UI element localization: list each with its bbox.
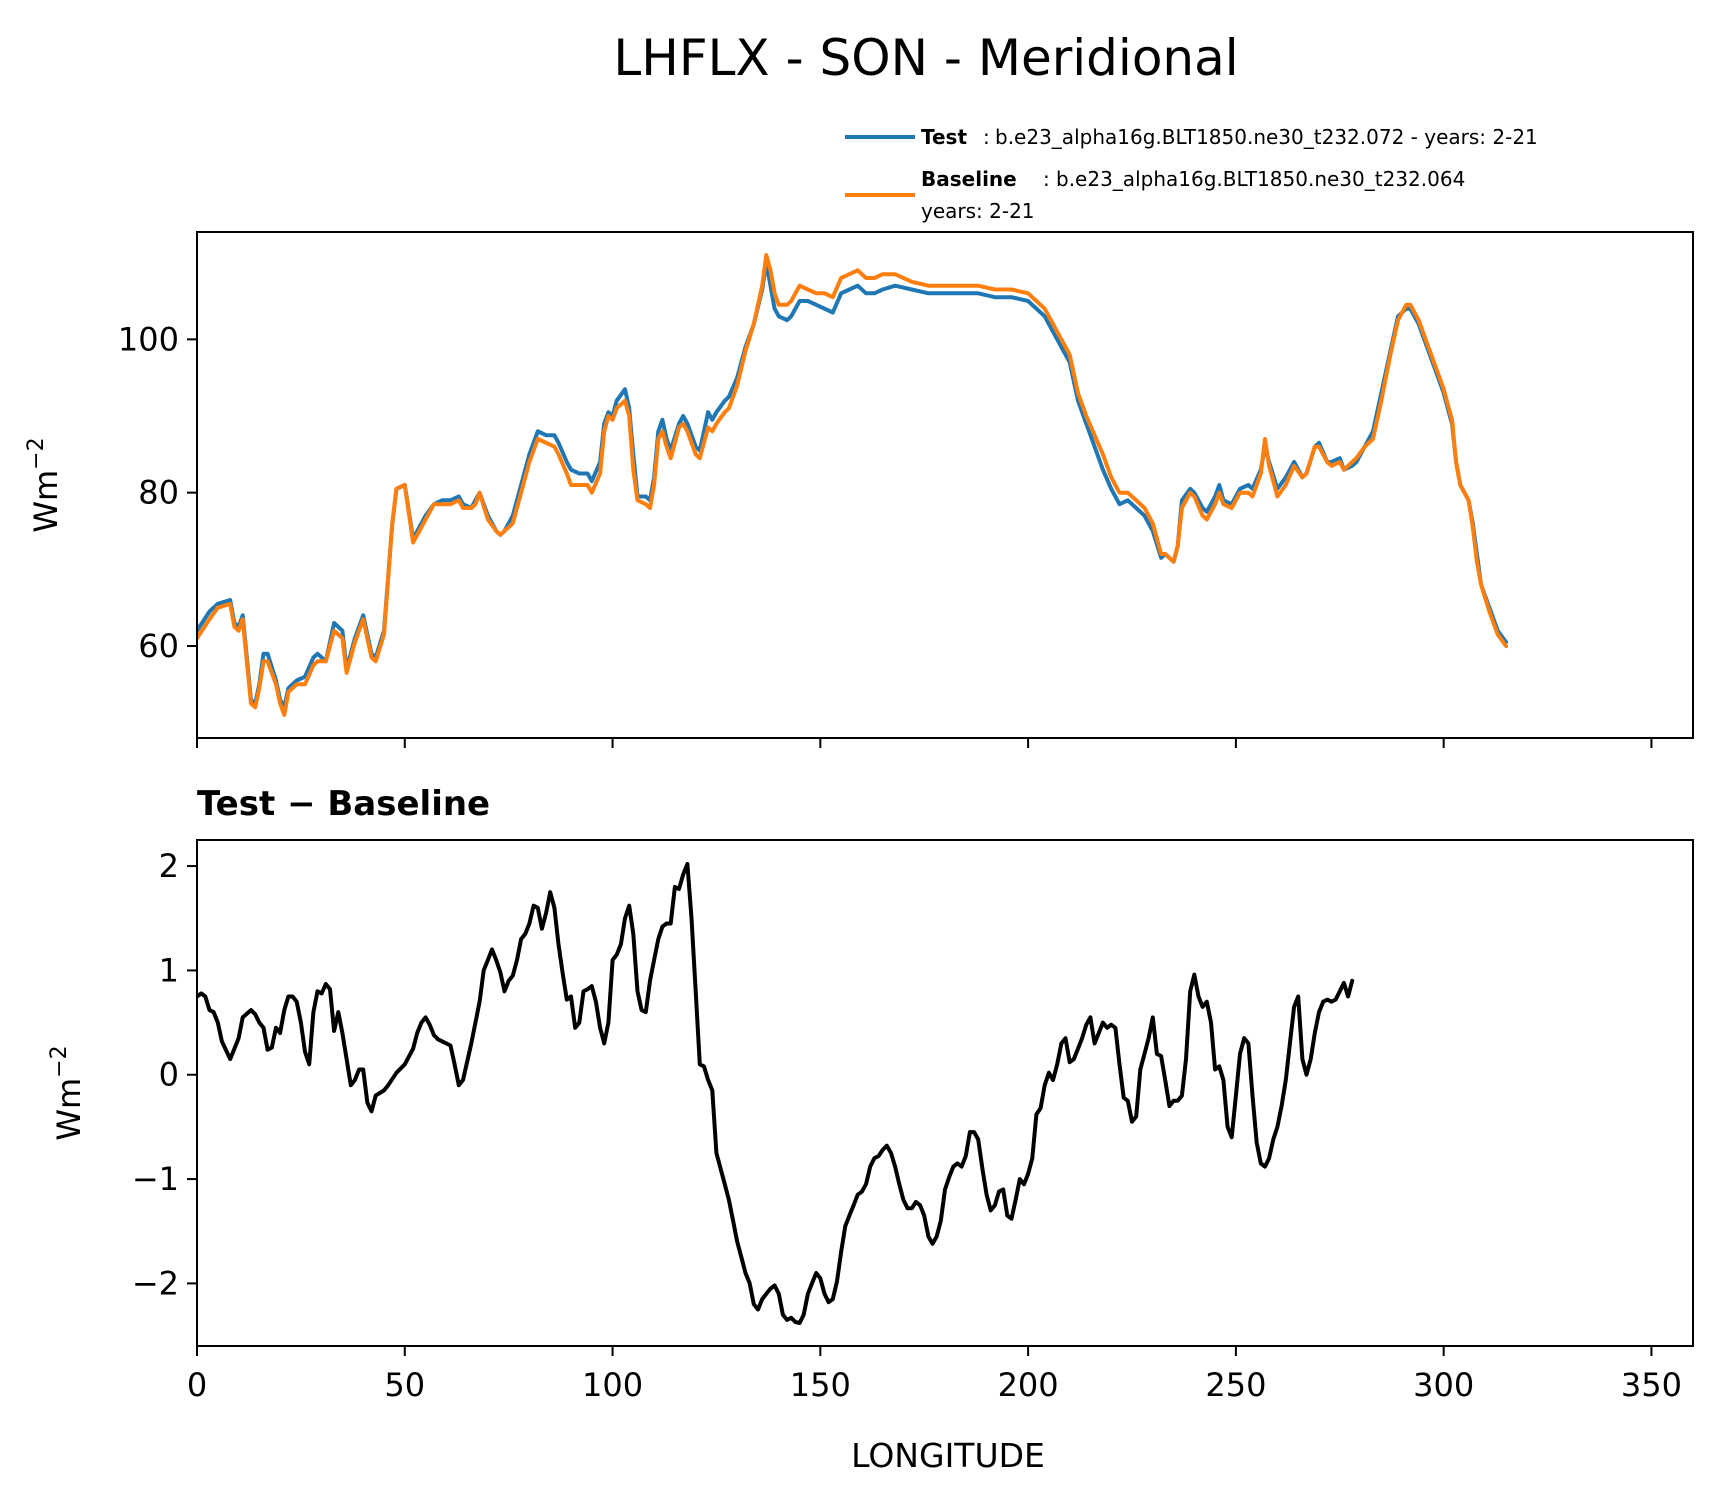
bottom-xtick-label: 100: [582, 1366, 643, 1404]
bottom-y-axis-label-base: Wm: [50, 1078, 88, 1141]
top-y-axis-label-exp: −2: [24, 437, 49, 469]
top-ytick-label: 60: [138, 627, 179, 665]
bottom-ytick-label: 0: [159, 1056, 179, 1094]
figure-title: LHFLX - SON - Meridional: [613, 29, 1238, 87]
bottom-xtick-label: 150: [790, 1366, 851, 1404]
legend-baseline-text-line2: years: 2-21: [921, 199, 1035, 223]
legend-test-text: b.e23_alpha16g.BLT1850.ne30_t232.072 - y…: [995, 125, 1538, 149]
top-ytick-label: 80: [138, 474, 179, 512]
legend: Test : b.e23_alpha16g.BLT1850.ne30_t232.…: [845, 125, 1538, 223]
bottom-xtick-label: 250: [1205, 1366, 1266, 1404]
bottom-ytick-label: 1: [159, 951, 179, 989]
x-axis-label: LONGITUDE: [851, 1436, 1045, 1475]
top-axes-frame: [196, 231, 1694, 739]
bottom-ytick-label: −2: [132, 1264, 179, 1302]
bottom-xtick-label: 200: [998, 1366, 1059, 1404]
bottom-y-axis-label: Wm−2: [47, 1045, 88, 1140]
bottom-series-difference-line: [197, 862, 1355, 1325]
bottom-y-axis-label-exp: −2: [47, 1045, 72, 1077]
top-panel: 60 80 100 Wm−2: [24, 231, 1694, 748]
bottom-axes-frame: [196, 839, 1694, 1347]
bottom-xtick-label: 300: [1413, 1366, 1474, 1404]
top-series-baseline-line: [197, 253, 1508, 717]
legend-baseline-label: Baseline: [921, 167, 1017, 191]
legend-baseline-sep: :: [1043, 167, 1050, 191]
bottom-xtick-label: 50: [384, 1366, 425, 1404]
top-series-test-line: [197, 260, 1508, 710]
top-y-axis-label-base: Wm: [27, 470, 65, 533]
bottom-xtick-label: 350: [1621, 1366, 1682, 1404]
bottom-ytick-label: 2: [159, 847, 179, 885]
top-ytick-label: 100: [118, 320, 179, 358]
bottom-xtick-label: 0: [187, 1366, 207, 1404]
top-y-axis-label: Wm−2: [24, 437, 65, 532]
legend-baseline-text-line1: b.e23_alpha16g.BLT1850.ne30_t232.064: [1056, 167, 1465, 191]
bottom-panel-title: Test − Baseline: [197, 784, 490, 824]
legend-test-sep: :: [983, 125, 990, 149]
legend-test-label: Test: [921, 125, 967, 149]
bottom-ytick-label: −1: [132, 1160, 179, 1198]
